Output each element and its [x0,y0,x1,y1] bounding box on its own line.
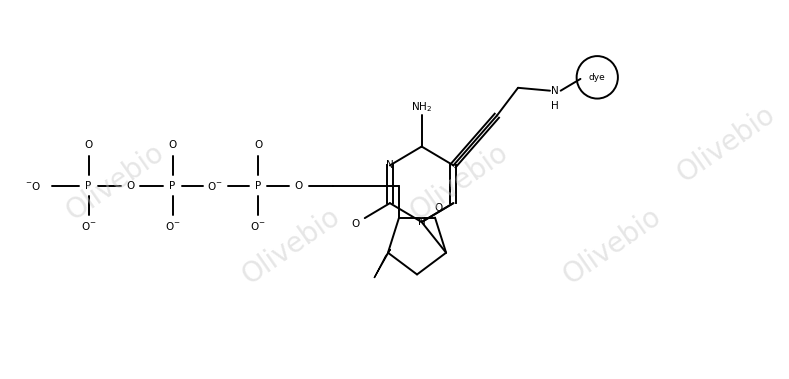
Text: O: O [84,139,92,150]
Text: O: O [169,139,177,150]
Text: O$^{-}$: O$^{-}$ [80,221,96,232]
Text: Olivebio: Olivebio [672,100,780,188]
Text: Olivebio: Olivebio [237,202,346,290]
Text: O$^{-}$: O$^{-}$ [165,221,181,232]
Text: N: N [386,160,394,171]
Text: P: P [255,180,261,191]
Text: $^{-}$O: $^{-}$O [25,180,41,191]
Text: Olivebio: Olivebio [405,138,514,226]
Text: H: H [552,102,559,111]
Text: Olivebio: Olivebio [558,202,666,290]
Text: O: O [126,180,135,191]
Text: O$^{-}$: O$^{-}$ [250,221,266,232]
Text: NH$_2$: NH$_2$ [411,100,432,114]
Text: Olivebio: Olivebio [61,138,170,226]
Text: P: P [170,180,176,191]
Text: O: O [351,219,360,229]
Text: O$^{-}$: O$^{-}$ [207,180,222,191]
Text: O: O [294,180,303,191]
Text: O: O [435,203,443,213]
Text: P: P [85,180,92,191]
Text: O: O [254,139,262,150]
Text: N: N [417,217,425,227]
Polygon shape [374,249,391,278]
Text: dye: dye [589,73,606,82]
Text: N: N [552,86,559,96]
